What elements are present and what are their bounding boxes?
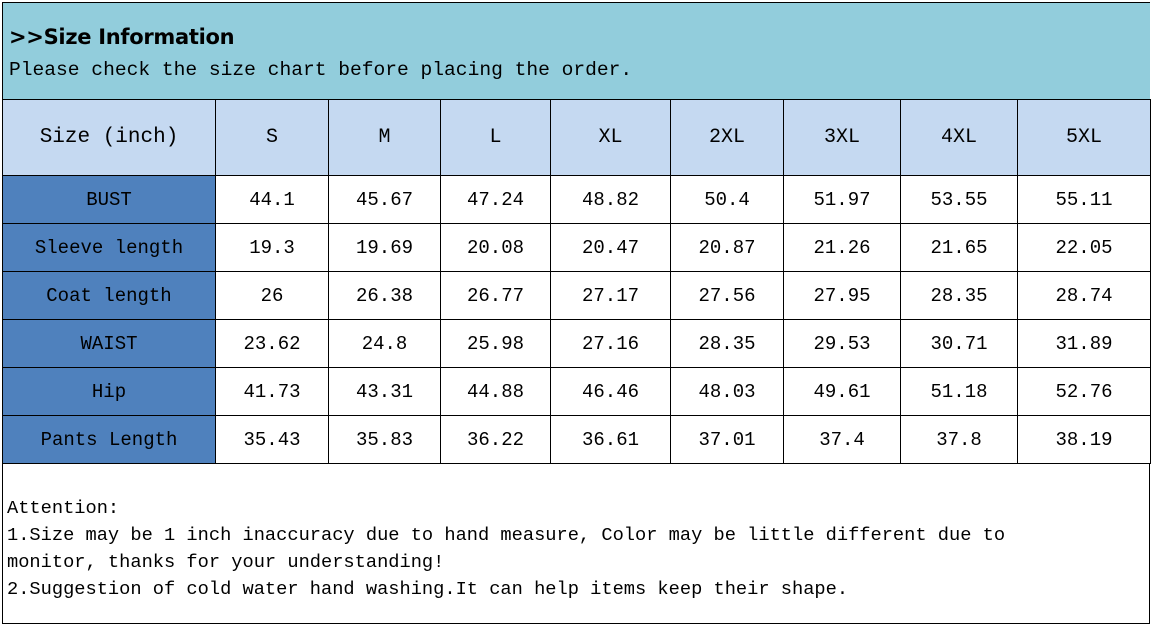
table-cell: 24.8 (328, 319, 441, 368)
table-cell: 38.19 (1017, 415, 1151, 464)
table-cell: 25.98 (440, 319, 551, 368)
column-header: L (440, 99, 551, 176)
notes-heading: Attention: (7, 497, 120, 519)
table-cell: 23.62 (215, 319, 329, 368)
table-cell: 48.03 (670, 367, 784, 416)
table-cell: 27.17 (550, 271, 671, 320)
column-header: XL (550, 99, 671, 176)
table-cell: 45.67 (328, 175, 441, 224)
header-row: Size (inch) S M L XL 2XL 3XL 4XL 5XL (2, 99, 1151, 176)
table-cell: 29.53 (783, 319, 901, 368)
table-row: Pants Length 35.43 35.83 36.22 36.61 37.01 37.… (2, 415, 1151, 464)
table-cell: 47.24 (440, 175, 551, 224)
note-2: 2.Suggestion of cold water hand washing.… (7, 578, 849, 600)
table-cell: 46.46 (550, 367, 671, 416)
table-cell: 50.4 (670, 175, 784, 224)
table-cell: 26.77 (440, 271, 551, 320)
table-cell: 55.11 (1017, 175, 1151, 224)
column-header: S (215, 99, 329, 176)
page-title: >>Size Information (9, 25, 235, 49)
header-banner: >>Size Information Please check the size… (3, 3, 1150, 100)
column-header: 2XL (670, 99, 784, 176)
table-cell: 20.47 (550, 223, 671, 272)
row-label: Sleeve length (2, 223, 216, 272)
table-cell: 37.01 (670, 415, 784, 464)
column-header: M (328, 99, 441, 176)
table-cell: 31.89 (1017, 319, 1151, 368)
table-cell: 30.71 (900, 319, 1018, 368)
column-header: 5XL (1017, 99, 1151, 176)
table-cell: 27.95 (783, 271, 901, 320)
table-cell: 28.35 (900, 271, 1018, 320)
note-1-continued: monitor, thanks for your understanding! (7, 551, 445, 573)
table-cell: 19.3 (215, 223, 329, 272)
row-label: BUST (2, 175, 216, 224)
table-cell: 49.61 (783, 367, 901, 416)
table-cell: 51.18 (900, 367, 1018, 416)
row-label: Pants Length (2, 415, 216, 464)
table-cell: 48.82 (550, 175, 671, 224)
attention-notes: Attention: 1.Size may be 1 inch inaccurac… (7, 495, 1005, 603)
table-cell: 21.26 (783, 223, 901, 272)
table-cell: 44.88 (440, 367, 551, 416)
table-row: Coat length 26 26.38 26.77 27.17 27.56 27.95 28… (2, 271, 1151, 320)
table-cell: 19.69 (328, 223, 441, 272)
row-label: Coat length (2, 271, 216, 320)
table-cell: 52.76 (1017, 367, 1151, 416)
table-cell: 28.35 (670, 319, 784, 368)
table-cell: 36.22 (440, 415, 551, 464)
table-cell: 53.55 (900, 175, 1018, 224)
table-cell: 37.4 (783, 415, 901, 464)
table-row: Sleeve length 19.3 19.69 20.08 20.47 20.87 21.… (2, 223, 1151, 272)
table-cell: 41.73 (215, 367, 329, 416)
table-cell: 43.31 (328, 367, 441, 416)
table-cell: 20.08 (440, 223, 551, 272)
table-cell: 27.56 (670, 271, 784, 320)
table-cell: 28.74 (1017, 271, 1151, 320)
size-table: Size (inch) S M L XL 2XL 3XL 4XL 5XL BUST 44.1 45.6… (2, 99, 1151, 464)
table-cell: 26.38 (328, 271, 441, 320)
row-label: Hip (2, 367, 216, 416)
table-cell: 37.8 (900, 415, 1018, 464)
table-row: WAIST 23.62 24.8 25.98 27.16 28.35 29.53 30.71 3… (2, 319, 1151, 368)
table-cell: 27.16 (550, 319, 671, 368)
page-subtitle: Please check the size chart before placi… (9, 59, 633, 81)
column-header: 3XL (783, 99, 901, 176)
table-cell: 35.83 (328, 415, 441, 464)
table-cell: 21.65 (900, 223, 1018, 272)
table-cell: 26 (215, 271, 329, 320)
column-header: 4XL (900, 99, 1018, 176)
table-row: Hip 41.73 43.31 44.88 46.46 48.03 49.61 51.18 52… (2, 367, 1151, 416)
note-1: 1.Size may be 1 inch inaccuracy due to h… (7, 524, 1006, 546)
table-cell: 35.43 (215, 415, 329, 464)
table-cell: 20.87 (670, 223, 784, 272)
corner-label: Size (inch) (2, 99, 216, 176)
table-cell: 44.1 (215, 175, 329, 224)
row-label: WAIST (2, 319, 216, 368)
table-cell: 22.05 (1017, 223, 1151, 272)
table-cell: 51.97 (783, 175, 901, 224)
table-cell: 36.61 (550, 415, 671, 464)
table-row: BUST 44.1 45.67 47.24 48.82 50.4 51.97 53.55 55.… (2, 175, 1151, 224)
